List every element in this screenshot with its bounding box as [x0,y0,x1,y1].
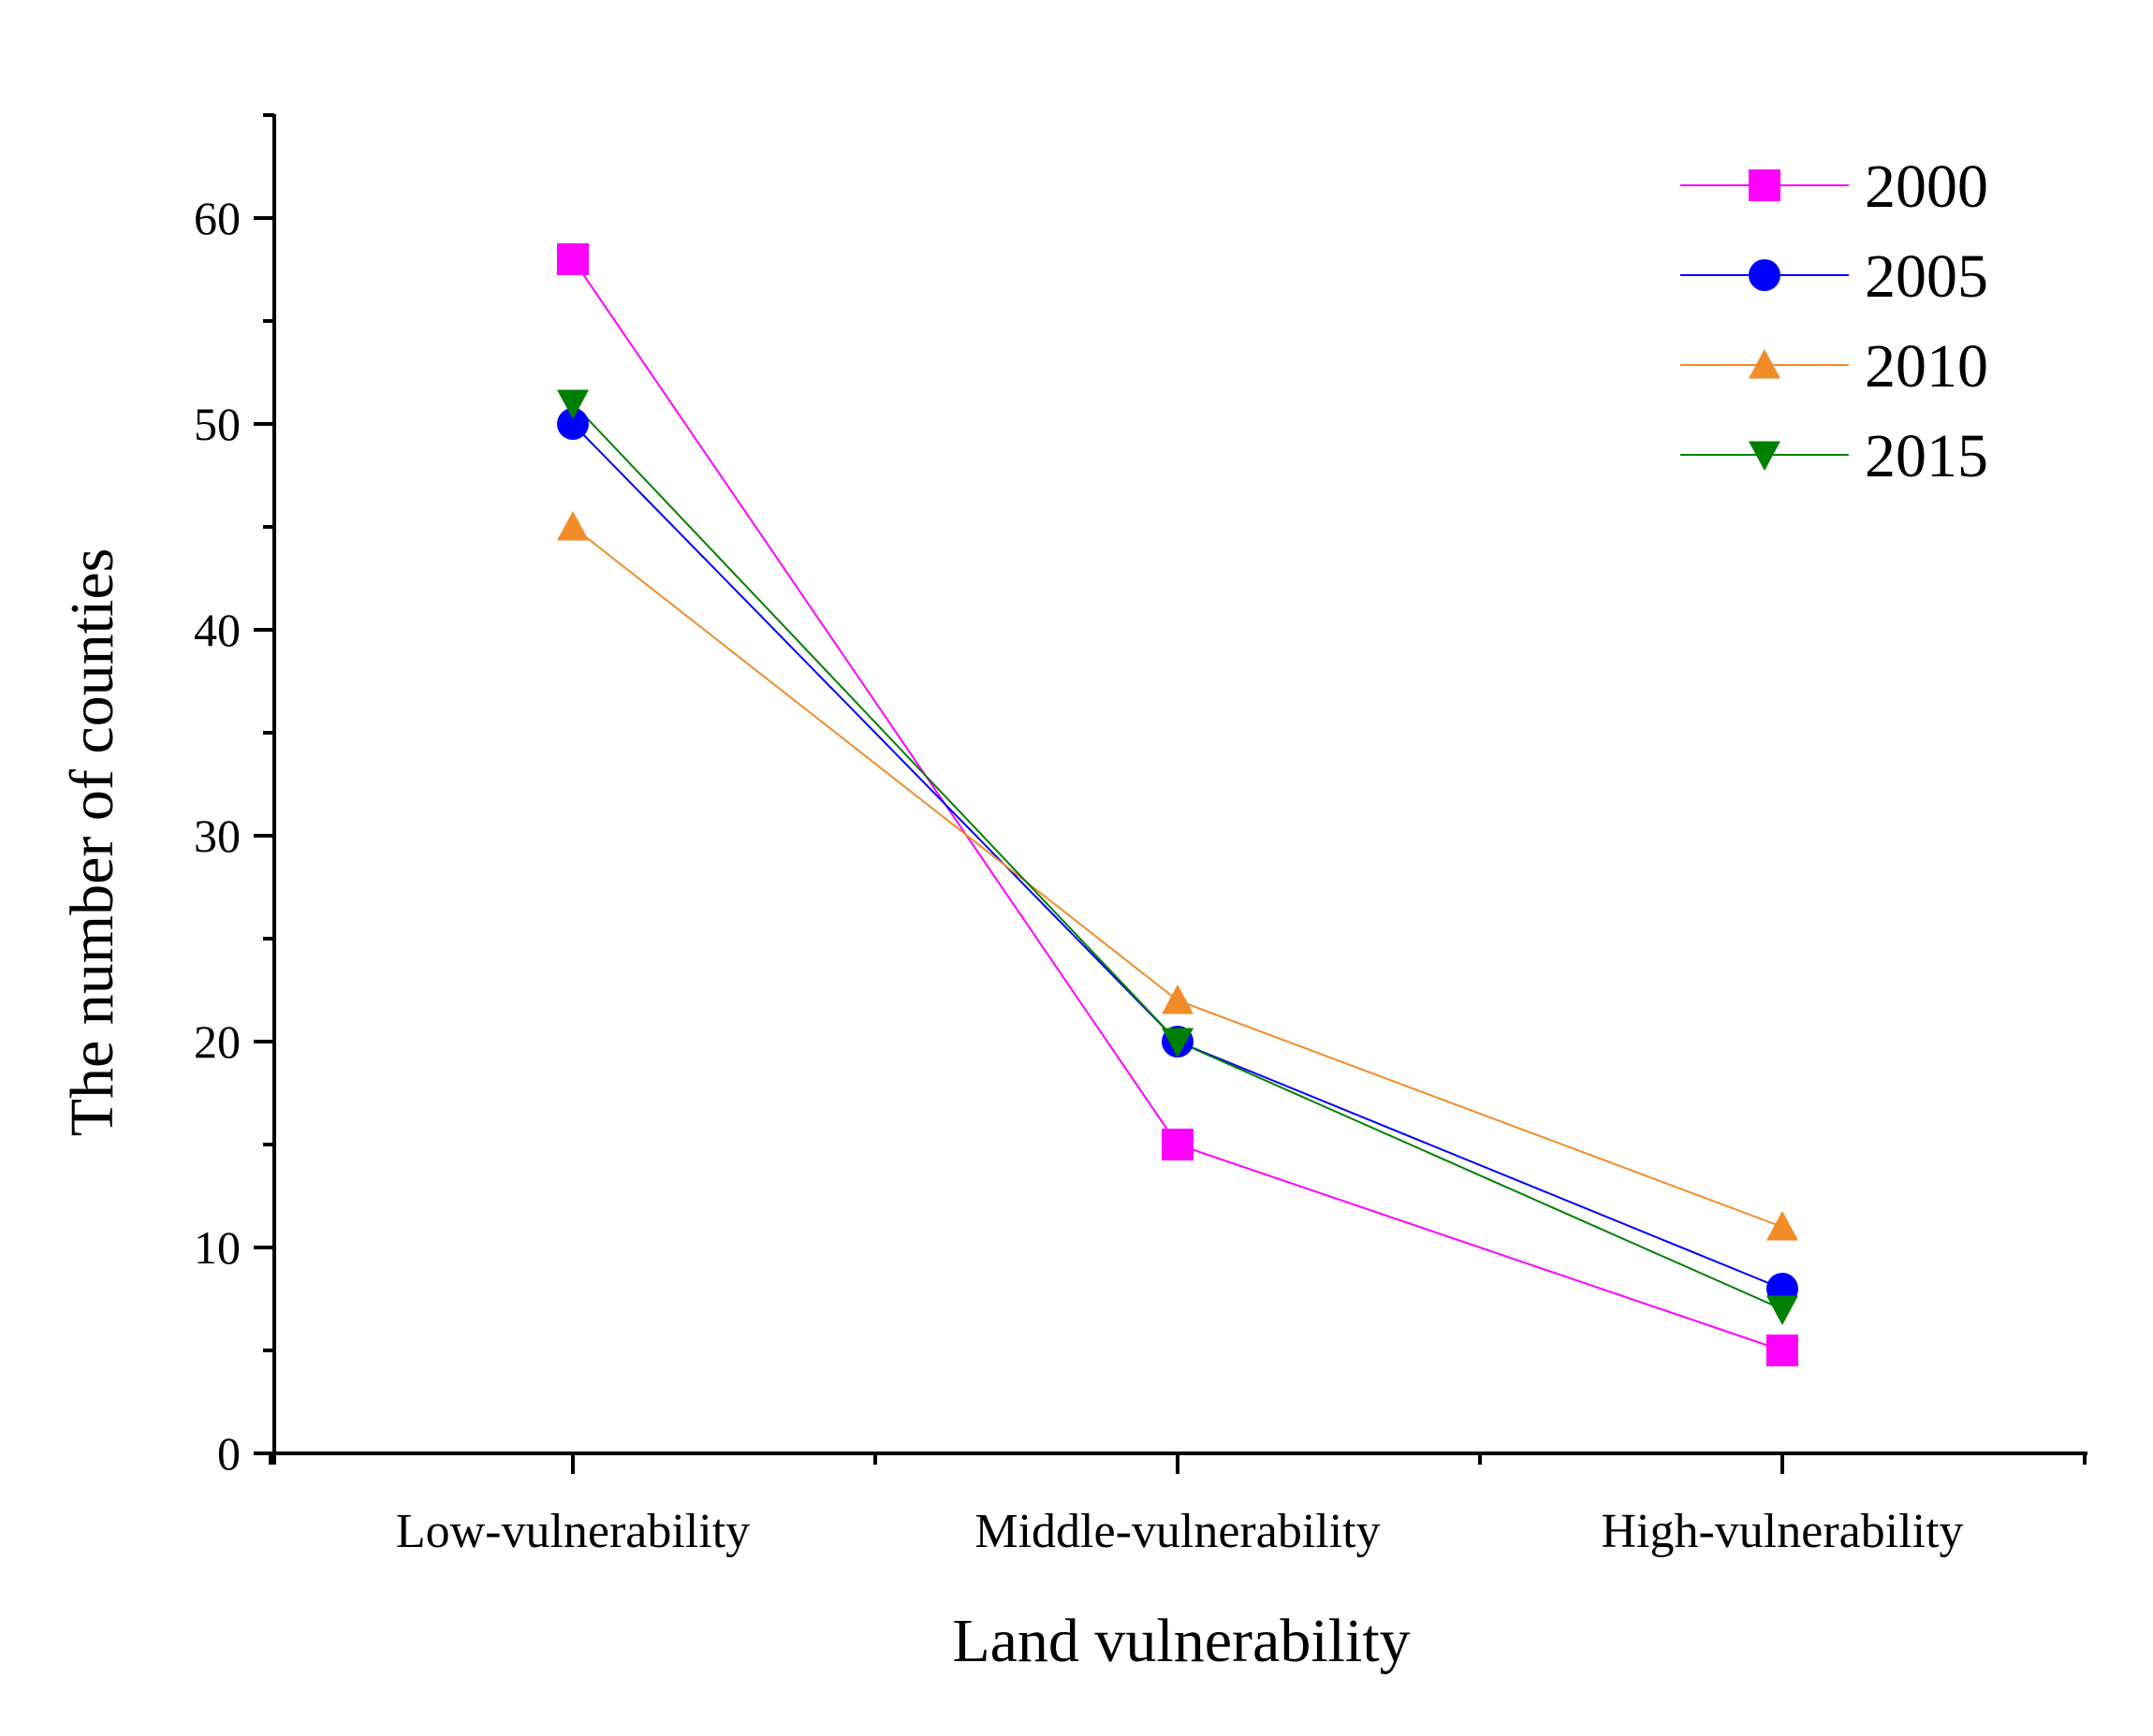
y-axis-title: The number of counties [58,548,126,1137]
x-axis-title: Land vulnerability [952,1607,1410,1675]
legend: 2000 2005 2010 2015 [1680,153,1988,490]
data-point-2010-2 [1766,1211,1798,1241]
legend-label-2015: 2015 [1865,422,1988,490]
y-tick-label: 10 [194,1221,241,1274]
series-line-2015 [572,402,1783,1310]
data-point-2010-1 [1162,985,1194,1014]
series-lines [572,258,1783,1351]
data-point-2015-2 [1766,1295,1798,1325]
legend-marker-2005 [1749,259,1780,291]
legend-marker-2015 [1749,441,1780,471]
data-point-2000-2 [1766,1335,1798,1366]
y-tick-label: 20 [194,1015,241,1068]
axes: 0 10 20 30 40 50 60 Low-vulnerability Middle-vul… [194,113,2087,1558]
series-line-2000 [572,258,1783,1351]
data-point-2010-0 [557,511,589,541]
x-category-label: High-vulnerability [1601,1505,1963,1558]
legend-marker-2010 [1749,349,1780,379]
y-tick-label: 40 [194,604,241,656]
data-point-2000-1 [1162,1129,1194,1160]
series-line-2010 [572,526,1783,1228]
legend-label-2005: 2005 [1865,242,1988,311]
y-tick-label: 30 [194,810,241,862]
legend-label-2000: 2000 [1865,153,1988,221]
legend-marker-2000 [1749,169,1780,201]
data-point-2015-0 [557,389,589,419]
data-point-2015-1 [1162,1028,1194,1058]
y-tick-label: 50 [194,398,241,450]
y-tick-label: 60 [194,192,241,244]
x-category-label: Middle-vulnerability [974,1505,1380,1558]
y-tick-label: 0 [217,1427,241,1480]
series-markers [557,243,1798,1366]
x-category-label: Low-vulnerability [396,1505,750,1558]
data-point-2000-0 [557,243,589,275]
legend-label-2010: 2010 [1865,332,1988,401]
data-point-2005-0 [557,408,589,440]
